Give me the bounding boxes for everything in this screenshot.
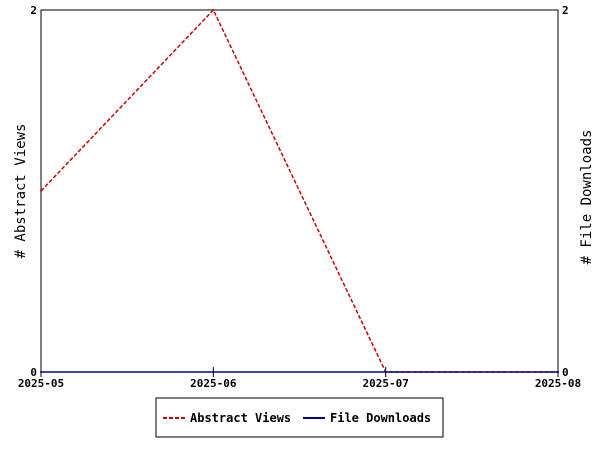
x-tick-label: 2025-07 [362, 377, 408, 390]
data-point-abstract-views [40, 190, 42, 192]
data-point-file-downloads [557, 371, 559, 373]
y-left-tick-label: 2 [30, 4, 37, 17]
legend-label-abstract-views: Abstract Views [190, 411, 291, 425]
y-right-tick-label: 2 [562, 4, 569, 17]
left-axis-title: # Abstract Views [13, 124, 29, 259]
data-point-file-downloads [40, 371, 42, 373]
series-layer [40, 8, 559, 373]
x-tick-label: 2025-08 [535, 377, 581, 390]
data-point-abstract-views [212, 9, 215, 11]
legend: Abstract Views File Downloads [155, 397, 444, 438]
data-point-file-downloads [212, 371, 215, 373]
legend-box [155, 397, 444, 438]
legend-label-file-downloads: File Downloads [330, 411, 431, 425]
y-left-tick-label: 0 [30, 366, 37, 379]
y-right-tick-label: 0 [562, 366, 569, 379]
series-line-abstract-views [40, 8, 558, 373]
x-tick-label: 2025-06 [190, 377, 237, 390]
x-tick-label: 2025-05 [18, 377, 64, 390]
data-point-file-downloads [384, 371, 387, 373]
right-axis-title: # File Downloads [579, 130, 595, 265]
